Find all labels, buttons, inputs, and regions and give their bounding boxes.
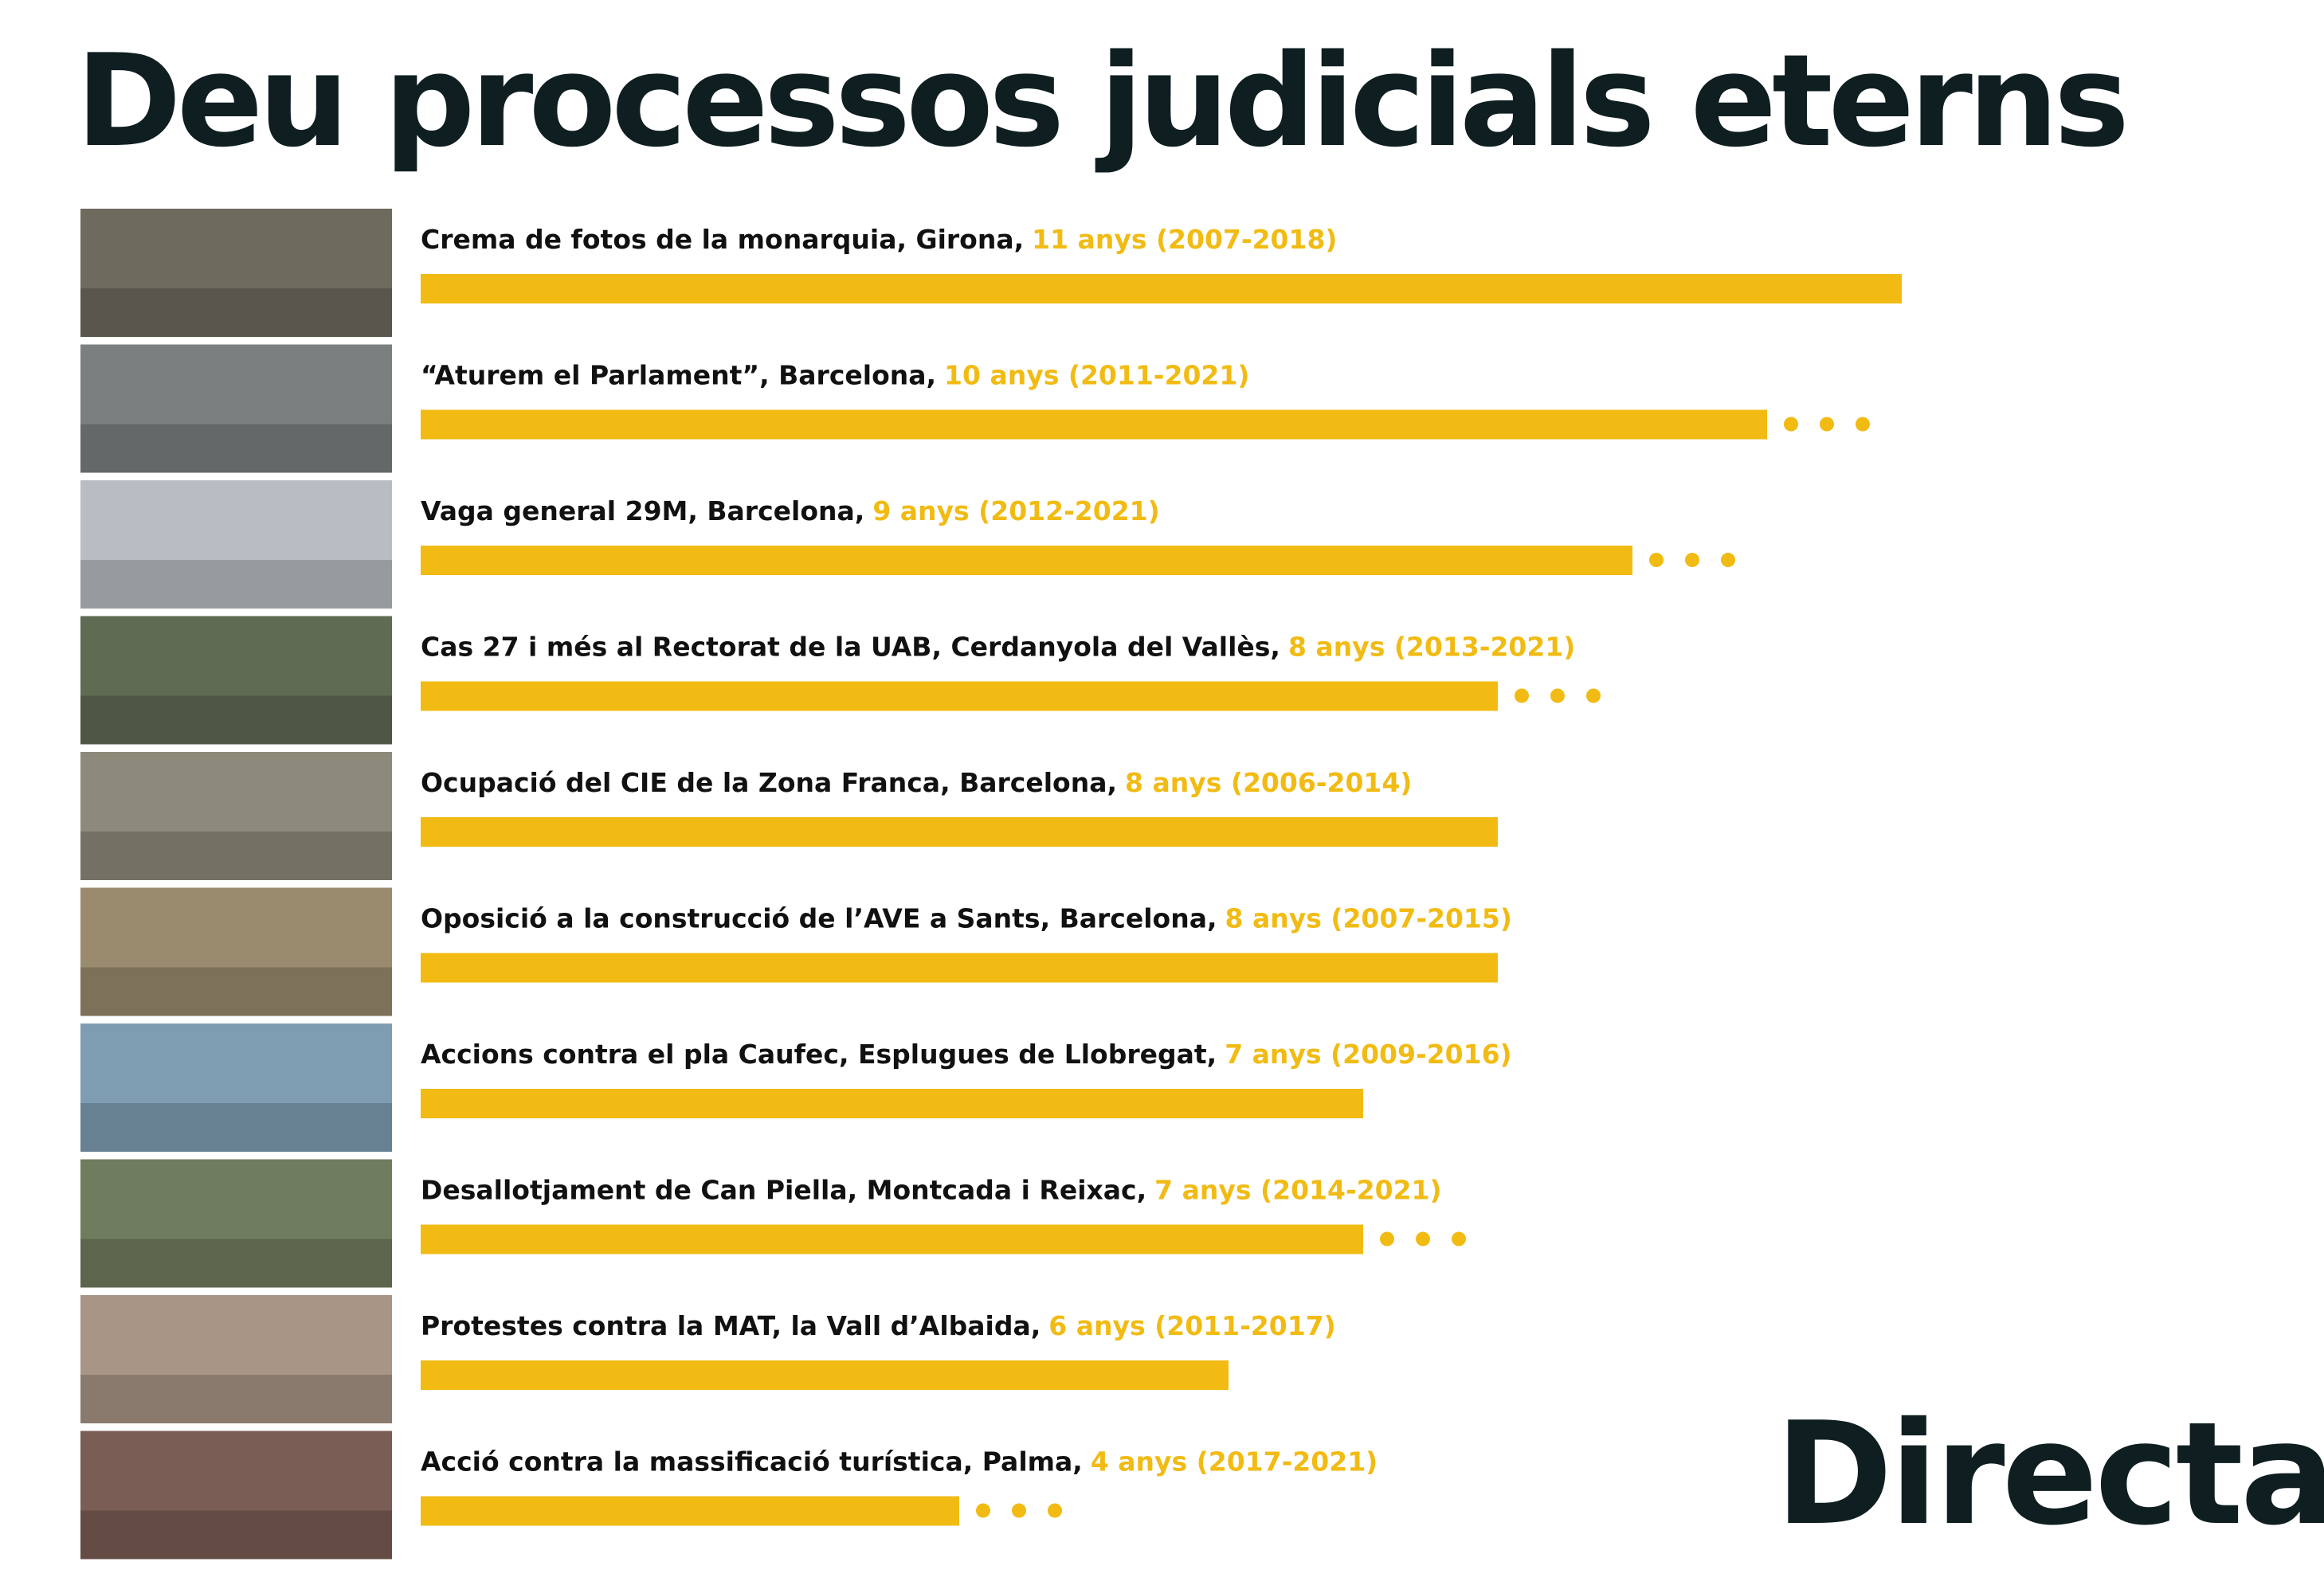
photo-shade	[80, 832, 392, 880]
bar	[421, 274, 1902, 303]
category-label: Crema de fotos de la monarquia, Girona,	[421, 224, 1024, 255]
category-label: Desallotjament de Can Piella, Montcada i…	[421, 1175, 1146, 1206]
category-label: “Aturem el Parlament”, Barcelona,	[421, 360, 936, 391]
photo	[80, 616, 392, 745]
photo	[80, 344, 392, 473]
category-label: Protestes contra la MAT, la Vall d’Albai…	[421, 1310, 1041, 1341]
bar	[421, 409, 1767, 440]
photo-shade	[80, 967, 392, 1016]
ongoing-dot	[1721, 553, 1735, 567]
bar-label: Ocupació del CIE de la Zona Franca, Barc…	[421, 767, 1412, 798]
value-label: 4 anys (2017-2021)	[1091, 1446, 1378, 1478]
value-label: 7 anys (2009-2016)	[1225, 1039, 1511, 1070]
bar-label: Accions contra el pla Caufec, Esplugues …	[421, 1039, 1512, 1070]
photo-shade	[80, 1510, 392, 1560]
category-label: Ocupació del CIE de la Zona Franca, Barc…	[421, 767, 1117, 798]
photo	[80, 1024, 392, 1152]
photo	[80, 1431, 392, 1560]
photo-shade	[80, 424, 392, 473]
category-label: Accions contra el pla Caufec, Esplugues …	[421, 1039, 1217, 1070]
photo	[80, 480, 392, 609]
photo	[80, 752, 392, 880]
photo-shade	[80, 560, 392, 609]
bar	[421, 546, 1632, 575]
ongoing-dot	[976, 1503, 990, 1518]
bar	[421, 1360, 1229, 1390]
value-label: 11 anys (2007-2018)	[1032, 224, 1337, 255]
ongoing-dot	[1649, 553, 1664, 567]
photo-shade	[80, 1375, 392, 1423]
ongoing-dot	[1856, 417, 1870, 432]
bar	[421, 681, 1498, 711]
brand-logo: Directa	[1775, 1391, 2324, 1556]
value-label: 8 anys (2007-2015)	[1225, 903, 1512, 934]
bar	[421, 817, 1498, 847]
bar-label: Desallotjament de Can Piella, Montcada i…	[421, 1175, 1442, 1206]
ongoing-dot	[1452, 1231, 1466, 1247]
bar-label: Cas 27 i més al Rectorat de la UAB, Cerd…	[421, 632, 1575, 663]
value-label: 8 anys (2006-2014)	[1125, 767, 1412, 798]
bar	[421, 1496, 959, 1526]
category-label: Vaga general 29M, Barcelona,	[421, 495, 864, 526]
bar	[421, 953, 1498, 983]
photo-shade	[80, 1239, 392, 1288]
category-label: Acció contra la massificació turística, …	[421, 1446, 1083, 1478]
value-label: 10 anys (2011-2021)	[944, 360, 1249, 391]
ongoing-dot	[1820, 417, 1834, 432]
bar-label: “Aturem el Parlament”, Barcelona, 10 anys…	[421, 360, 1249, 391]
bar-label: Vaga general 29M, Barcelona, 9 anys (2012…	[421, 495, 1160, 526]
photo	[80, 1295, 392, 1423]
photo-shade	[80, 288, 392, 337]
value-label: 9 anys (2012-2021)	[872, 495, 1159, 526]
ongoing-dot	[1685, 553, 1699, 567]
value-label: 8 anys (2013-2021)	[1288, 632, 1575, 663]
photo	[80, 1159, 392, 1288]
photo-shade	[80, 1103, 392, 1152]
ongoing-dot	[1380, 1231, 1394, 1247]
category-label: Cas 27 i més al Rectorat de la UAB, Cerd…	[421, 632, 1280, 663]
ongoing-dot	[1012, 1503, 1026, 1518]
photo	[80, 209, 392, 337]
bar	[421, 1089, 1363, 1118]
ongoing-dot	[1416, 1231, 1430, 1247]
value-label: 7 anys (2014-2021)	[1154, 1175, 1441, 1206]
bar	[421, 1224, 1363, 1254]
bar-label: Oposició a la construcció de l’AVE a San…	[421, 903, 1512, 934]
photo-shade	[80, 695, 392, 745]
chart-title: Deu processos judicials eterns	[76, 26, 2125, 175]
value-label: 6 anys (2011-2017)	[1048, 1310, 1335, 1341]
ongoing-dot	[1586, 688, 1601, 703]
bar-label: Acció contra la massificació turística, …	[421, 1446, 1378, 1478]
photo	[80, 887, 392, 1016]
ongoing-dot	[1515, 688, 1529, 703]
bar-label: Crema de fotos de la monarquia, Girona, 1…	[421, 224, 1338, 255]
bar-label: Protestes contra la MAT, la Vall d’Albai…	[421, 1310, 1336, 1341]
ongoing-dot	[1048, 1503, 1062, 1518]
ongoing-dot	[1550, 688, 1565, 703]
ongoing-dot	[1784, 417, 1798, 432]
category-label: Oposició a la construcció de l’AVE a San…	[421, 903, 1217, 934]
